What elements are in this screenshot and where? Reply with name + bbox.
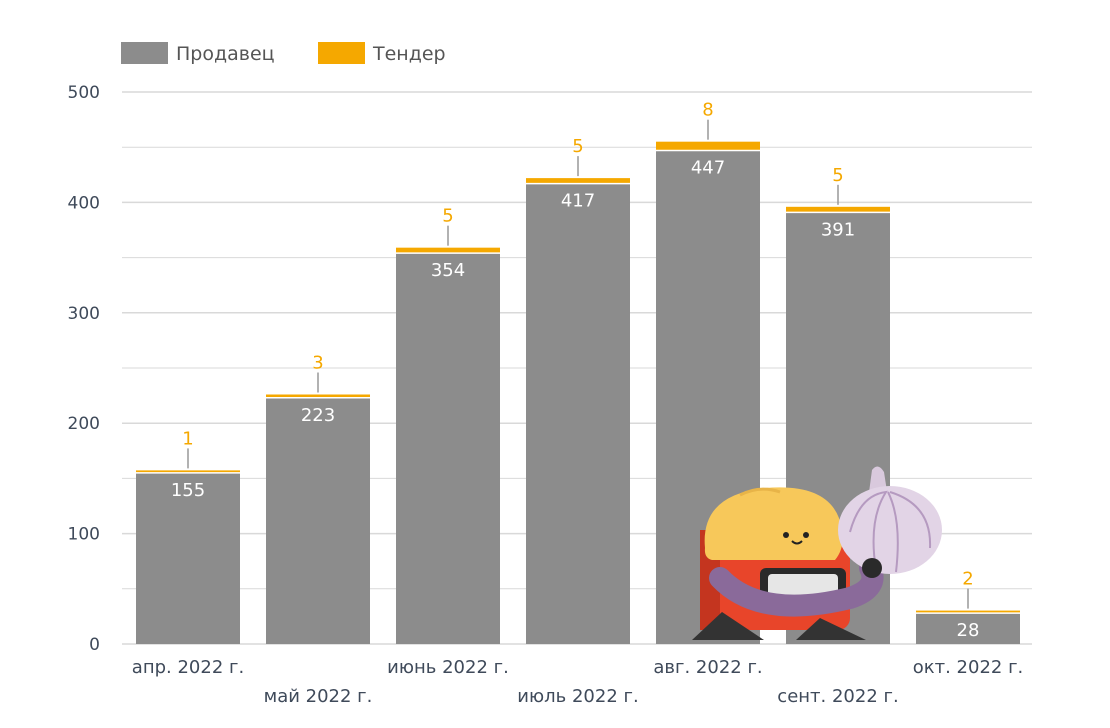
legend-item-seller[interactable]: Продавец xyxy=(121,42,275,65)
data-labels: 155 1 223 3 354 5 417 5 447 8 391 5 28 2 xyxy=(171,100,980,641)
bar-seller[interactable] xyxy=(526,183,630,644)
bar-seller[interactable] xyxy=(916,613,1020,644)
data-label-tender: 8 xyxy=(702,100,713,121)
legend: Продавец Тендер xyxy=(121,42,446,65)
data-label-seller: 28 xyxy=(957,620,980,641)
y-tick-label: 200 xyxy=(68,414,100,434)
bar-tender[interactable] xyxy=(916,610,1020,614)
bar-seller[interactable] xyxy=(266,397,370,644)
legend-swatch-tender xyxy=(318,42,365,64)
bar-tender[interactable] xyxy=(136,470,240,473)
x-tick-label: сент. 2022 г. xyxy=(777,686,898,707)
data-label-tender: 5 xyxy=(572,136,583,157)
x-tick-label: июнь 2022 г. xyxy=(387,657,509,678)
data-label-seller: 155 xyxy=(171,480,205,501)
x-tick-label: окт. 2022 г. xyxy=(913,657,1024,678)
y-tick-label: 100 xyxy=(68,525,100,545)
y-tick-label: 0 xyxy=(89,635,100,655)
data-label-seller: 391 xyxy=(821,219,855,240)
legend-item-tender[interactable]: Тендер xyxy=(318,42,446,65)
data-label-tender: 3 xyxy=(312,352,323,373)
data-label-seller: 447 xyxy=(691,158,725,179)
bar-seller[interactable] xyxy=(136,472,240,644)
bar-tender[interactable] xyxy=(526,178,630,184)
y-tick-label: 400 xyxy=(68,193,100,213)
x-tick-label: май 2022 г. xyxy=(264,686,373,707)
data-label-seller: 354 xyxy=(431,260,465,281)
x-tick-label: авг. 2022 г. xyxy=(653,657,762,678)
data-label-tender: 2 xyxy=(962,569,973,590)
x-tick-label: июль 2022 г. xyxy=(517,686,638,707)
bar-seller[interactable] xyxy=(396,253,500,644)
bar-tender[interactable] xyxy=(396,247,500,254)
bar-tender[interactable] xyxy=(656,141,760,151)
mascot-garlic-icon xyxy=(692,466,942,640)
x-tick-label: апр. 2022 г. xyxy=(132,657,244,678)
data-label-seller: 417 xyxy=(561,191,595,212)
data-label-seller: 223 xyxy=(301,405,335,426)
data-label-tender: 1 xyxy=(182,428,193,449)
y-tick-label: 300 xyxy=(68,304,100,324)
bar-tender[interactable] xyxy=(266,394,370,398)
legend-swatch-seller xyxy=(121,42,168,64)
legend-label-seller: Продавец xyxy=(176,43,275,65)
data-label-tender: 5 xyxy=(832,165,843,186)
bar-tender[interactable] xyxy=(786,206,890,213)
y-axis-ticks: 0 100 200 300 400 500 xyxy=(68,83,100,655)
data-label-tender: 5 xyxy=(442,206,453,227)
y-tick-label: 500 xyxy=(68,83,100,103)
x-axis-ticks: апр. 2022 г. май 2022 г. июнь 2022 г. июль … xyxy=(132,657,1023,707)
legend-label-tender: Тендер xyxy=(372,43,446,65)
